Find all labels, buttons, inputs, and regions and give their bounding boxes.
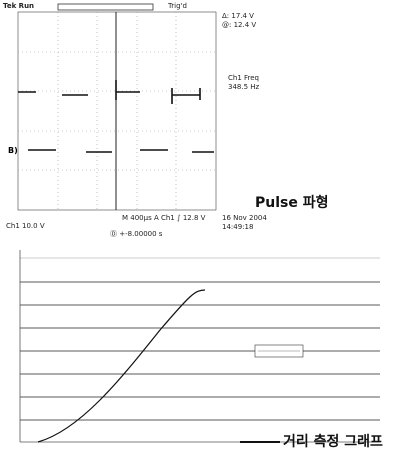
scope-time: 14:49:18	[222, 223, 253, 231]
page: B) Tek Run Trig'd Δ: 17.4 V @: 12.4 V Ch…	[0, 0, 398, 457]
ch-marker: B)	[8, 146, 18, 155]
measure-label: Ch1 Freq	[228, 74, 259, 82]
pulse-caption: Pulse 파형	[255, 194, 329, 211]
scope-trigger: Trig'd	[167, 2, 187, 10]
figure: B) Tek Run Trig'd Δ: 17.4 V @: 12.4 V Ch…	[0, 0, 398, 457]
measure-value: 348.5 Hz	[228, 83, 260, 91]
distance-caption: 거리 측정 그래프	[283, 433, 383, 450]
scope-at: @: 12.4 V	[222, 21, 256, 29]
scope-date: 16 Nov 2004	[222, 214, 267, 222]
scope-screen	[18, 12, 216, 210]
distance-curve	[38, 290, 205, 442]
scope-channel: Ch1 10.0 V	[6, 222, 45, 230]
scope-offset: Ⓓ +-8.00000 s	[110, 230, 163, 238]
trigger-bar	[58, 4, 153, 10]
scope-delta: Δ: 17.4 V	[222, 12, 254, 20]
graph	[20, 250, 380, 442]
scope-timebase: M 400μs A Ch1 ∫ 12.8 V	[122, 214, 206, 222]
scope-status: Tek Run	[3, 2, 34, 10]
